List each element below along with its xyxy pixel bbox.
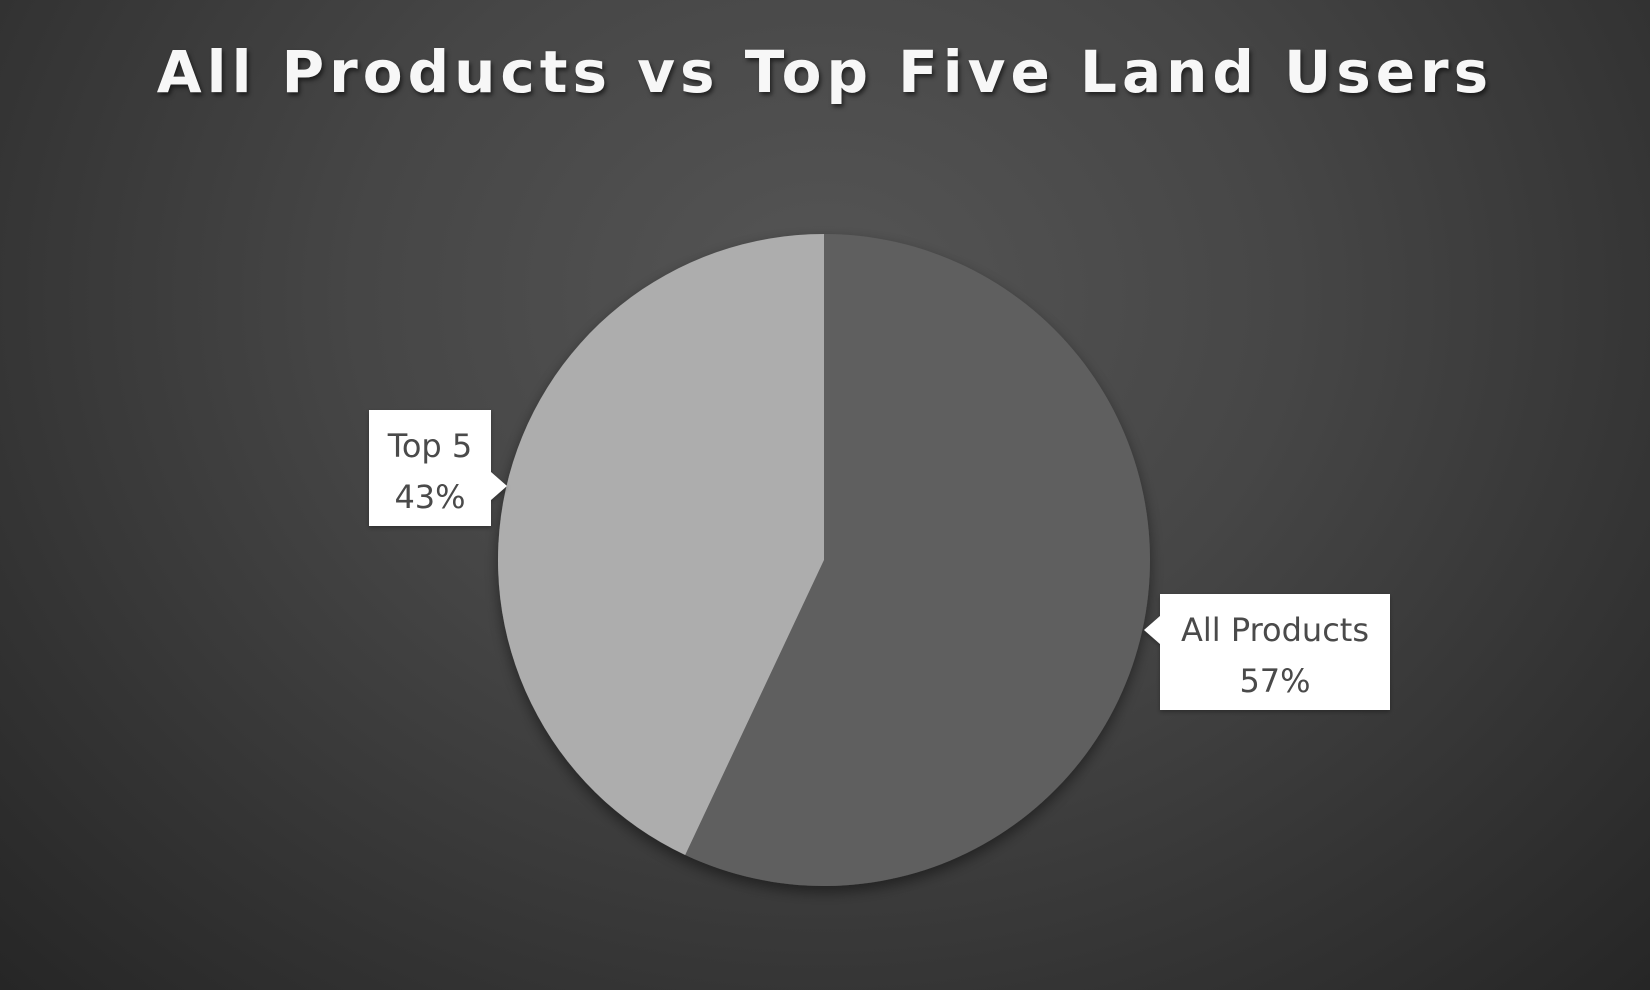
data-label-percent: 43% [394, 478, 465, 516]
chart-title: All Products vs Top Five Land Users [156, 38, 1494, 106]
pie-slice-top-5 [497, 234, 824, 855]
data-label-name: All Products [1181, 611, 1369, 649]
data-label-percent: 57% [1239, 662, 1310, 700]
data-label-top-5: Top 5 43% [369, 410, 507, 526]
callout-box [369, 410, 507, 526]
pie-slice-all-products [685, 234, 1150, 886]
callout-box [1144, 594, 1390, 710]
data-label-name: Top 5 [387, 427, 473, 465]
data-label-all-products: All Products 57% [1144, 594, 1390, 710]
